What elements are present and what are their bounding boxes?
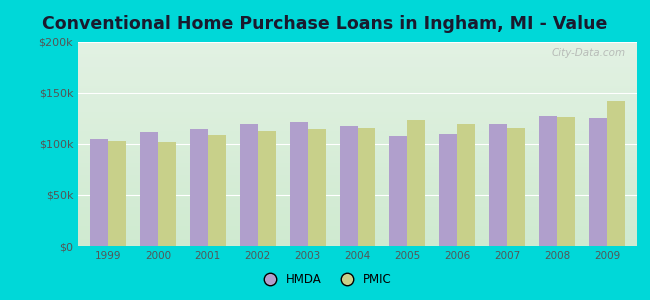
Bar bbox=[439, 134, 458, 246]
Bar bbox=[140, 132, 158, 246]
Bar bbox=[257, 131, 276, 246]
Legend: HMDA, PMIC: HMDA, PMIC bbox=[254, 269, 396, 291]
Bar bbox=[108, 141, 126, 246]
Bar bbox=[389, 136, 408, 246]
Bar bbox=[240, 124, 257, 246]
Bar bbox=[307, 129, 326, 246]
Bar bbox=[358, 128, 376, 246]
Bar bbox=[208, 135, 226, 246]
Bar bbox=[489, 124, 507, 246]
Bar bbox=[408, 119, 425, 246]
Bar bbox=[507, 128, 525, 246]
Bar bbox=[589, 118, 607, 246]
Bar bbox=[158, 142, 176, 246]
Bar bbox=[540, 116, 557, 246]
Text: Conventional Home Purchase Loans in Ingham, MI - Value: Conventional Home Purchase Loans in Ingh… bbox=[42, 15, 608, 33]
Bar bbox=[339, 126, 358, 246]
Bar bbox=[607, 101, 625, 246]
Bar bbox=[290, 122, 307, 246]
Bar bbox=[458, 124, 475, 246]
Bar bbox=[557, 118, 575, 246]
Bar bbox=[190, 129, 208, 246]
Text: City-Data.com: City-Data.com bbox=[552, 48, 626, 58]
Bar bbox=[90, 139, 108, 246]
